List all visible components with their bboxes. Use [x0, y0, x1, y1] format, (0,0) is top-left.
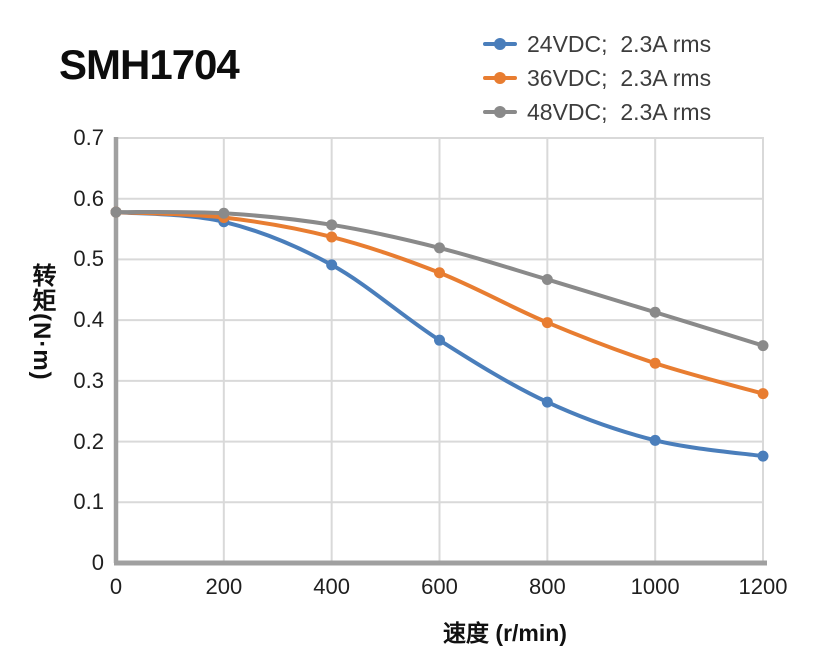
legend-item: 24VDC; 2.3A rms [483, 27, 711, 61]
x-tick-label: 0 [109, 574, 123, 599]
legend-line-dot-icon [483, 38, 517, 50]
series-2-data-point [541, 273, 553, 285]
series-2-data-point [326, 219, 338, 231]
x-tick-label: 800 [528, 574, 566, 599]
y-tick-label: 0.3 [73, 367, 104, 393]
series-0-data-point [649, 434, 661, 446]
series-0-data-point [757, 450, 769, 462]
series-1-data-point [757, 388, 769, 400]
series-1-data-point [434, 267, 445, 279]
chart-title: SMH1704 [59, 41, 240, 88]
series-2-data-point [434, 242, 445, 254]
x-tick-label: 400 [313, 574, 351, 599]
legend-label: 24VDC; 2.3A rms [527, 30, 712, 57]
x-tick-label: 600 [421, 574, 458, 599]
y-tick-label: 0.5 [73, 246, 104, 272]
series-1-data-point [326, 231, 338, 243]
legend-label: 48VDC; 2.3A rms [527, 98, 712, 125]
series-2-data-point [110, 206, 122, 218]
series-1-data-point [649, 357, 661, 369]
x-tick-label: 1200 [738, 574, 788, 599]
series-1-data-point [541, 317, 553, 329]
x-tick-label: 1000 [630, 574, 680, 599]
y-tick-label: 0.6 [73, 185, 104, 211]
series-0-data-point [434, 334, 445, 346]
y-tick-label: 0.4 [73, 307, 104, 333]
series-2-data-point [757, 340, 769, 352]
y-axis-title: 转矩(N·m) [28, 263, 55, 381]
y-tick-label: 0.7 [73, 125, 104, 150]
y-tick-label: 0.1 [73, 489, 104, 515]
x-axis-title: 速度 (r/min) [443, 620, 567, 646]
legend-line-dot-icon [483, 72, 517, 84]
series-0-data-point [326, 259, 338, 271]
series-2-data-point [649, 306, 661, 318]
y-tick-label: 0.2 [73, 428, 104, 454]
legend-line-dot-icon [483, 106, 517, 118]
legend: 24VDC; 2.3A rms 36VDC; 2.3A rms 48VDC; 2.3… [483, 27, 711, 129]
series-0-data-point [541, 396, 553, 408]
legend-item: 36VDC; 2.3A rms [483, 61, 711, 95]
series-2-data-point [218, 207, 230, 219]
x-tick-label: 200 [205, 574, 243, 599]
legend-label: 36VDC; 2.3A rms [527, 64, 712, 91]
y-tick-label: 0 [91, 550, 104, 575]
legend-item: 48VDC; 2.3A rms [483, 95, 711, 129]
